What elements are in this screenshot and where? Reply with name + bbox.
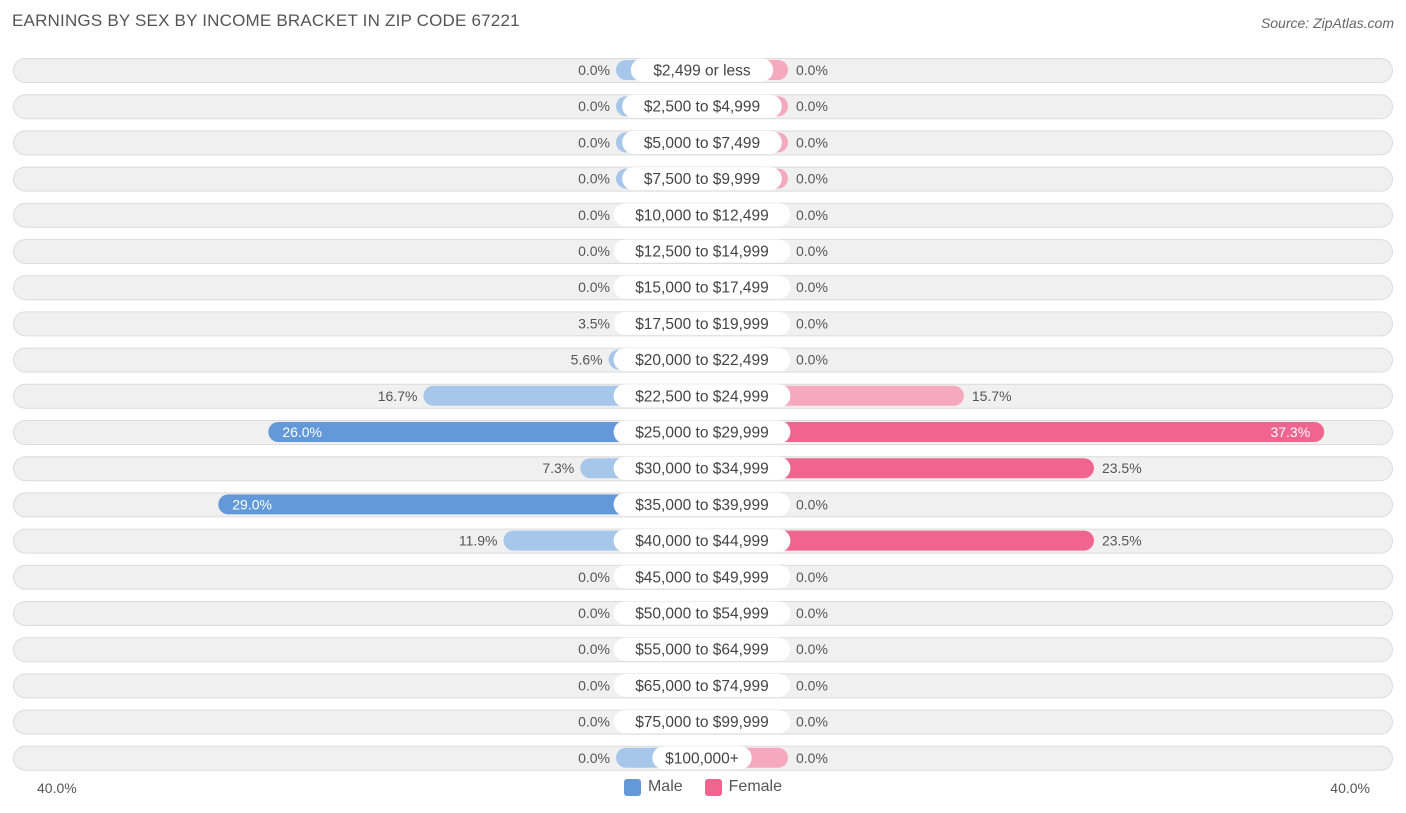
category-label: $7,500 to $9,999: [644, 171, 760, 188]
male-value-label: 0.0%: [578, 207, 610, 223]
male-value-label: 0.0%: [578, 641, 610, 657]
category-label: $10,000 to $12,499: [635, 207, 769, 224]
female-value-label: 0.0%: [796, 714, 828, 730]
category-label: $45,000 to $49,999: [635, 569, 769, 586]
category-label: $35,000 to $39,999: [635, 497, 769, 514]
male-value-label: 5.6%: [571, 352, 603, 368]
category-label: $50,000 to $54,999: [635, 606, 769, 623]
category-label: $2,500 to $4,999: [644, 99, 760, 116]
female-value-label: 15.7%: [972, 388, 1012, 404]
category-pill: [613, 710, 791, 734]
legend-label-female: Female: [728, 778, 783, 795]
category-pill: [613, 637, 791, 661]
category-label: $22,500 to $24,999: [635, 388, 769, 405]
male-bar: [218, 494, 702, 515]
category-label: $30,000 to $34,999: [635, 461, 769, 478]
male-value-label: 16.7%: [378, 388, 418, 404]
male-value-label: 7.3%: [542, 460, 574, 476]
category-pill: [613, 384, 791, 408]
male-value-label: 26.0%: [282, 424, 322, 440]
female-value-label: 0.0%: [796, 279, 828, 295]
male-value-label: 29.0%: [232, 496, 272, 512]
category-pill: [613, 275, 791, 299]
male-value-label: 0.0%: [578, 677, 610, 693]
female-value-label: 0.0%: [796, 315, 828, 331]
female-value-label: 0.0%: [796, 134, 828, 150]
male-value-label: 0.0%: [578, 243, 610, 259]
category-pill: [613, 601, 791, 625]
chart-area: 0.0% 0.0% $2,499 or less 0.0% 0.0% $2,500 to …: [13, 58, 1393, 771]
category-label: $100,000+: [665, 750, 739, 767]
female-value-label: 23.5%: [1102, 460, 1142, 476]
source-credit: Source: ZipAtlas.com: [1260, 15, 1394, 31]
male-value-label: 0.0%: [578, 62, 610, 78]
category-label: $75,000 to $99,999: [635, 714, 769, 731]
axis-left-label: 40.0%: [37, 780, 77, 796]
category-pill: [622, 130, 782, 154]
female-value-label: 0.0%: [796, 171, 828, 187]
female-bar: [702, 458, 1094, 479]
category-pill: [613, 311, 791, 335]
female-value-label: 0.0%: [796, 243, 828, 259]
male-value-label: 0.0%: [578, 750, 610, 766]
male-value-label: 0.0%: [578, 714, 610, 730]
female-value-label: 37.3%: [1270, 424, 1310, 440]
female-bar: [702, 530, 1094, 551]
category-label: $12,500 to $14,999: [635, 244, 769, 261]
male-value-label: 3.5%: [578, 315, 610, 331]
female-value-label: 0.0%: [796, 352, 828, 368]
category-pill: [613, 456, 791, 480]
female-value-label: 0.0%: [796, 496, 828, 512]
legend-item-female: Female: [704, 778, 783, 796]
female-value-label: 0.0%: [796, 98, 828, 114]
male-value-label: 0.0%: [578, 279, 610, 295]
female-value-label: 0.0%: [796, 207, 828, 223]
male-value-label: 0.0%: [578, 605, 610, 621]
male-value-label: 0.0%: [578, 569, 610, 585]
legend-swatch-female: [704, 778, 722, 796]
category-pill: [613, 420, 791, 444]
female-value-label: 0.0%: [796, 62, 828, 78]
female-value-label: 0.0%: [796, 750, 828, 766]
category-pill: [630, 58, 774, 82]
category-label: $25,000 to $29,999: [635, 425, 769, 442]
female-value-label: 0.0%: [796, 569, 828, 585]
category-pill: [613, 239, 791, 263]
category-pill: [613, 348, 791, 372]
category-label: $65,000 to $74,999: [635, 678, 769, 695]
category-label: $5,000 to $7,499: [644, 135, 760, 152]
legend: Male Female: [0, 778, 1406, 796]
chart-title: EARNINGS BY SEX BY INCOME BRACKET IN ZIP…: [12, 11, 520, 30]
category-label: $55,000 to $64,999: [635, 642, 769, 659]
male-value-label: 0.0%: [578, 171, 610, 187]
category-label: $2,499 or less: [653, 63, 751, 80]
axis-right-label: 40.0%: [1330, 780, 1370, 796]
category-label: $17,500 to $19,999: [635, 316, 769, 333]
category-pill: [613, 565, 791, 589]
male-bar: [268, 422, 702, 442]
category-label: $40,000 to $44,999: [635, 533, 769, 550]
female-value-label: 23.5%: [1102, 533, 1142, 549]
male-value-label: 0.0%: [578, 98, 610, 114]
category-label: $20,000 to $22,499: [635, 352, 769, 369]
category-pill: [622, 167, 782, 191]
male-value-label: 0.0%: [578, 134, 610, 150]
category-pill: [613, 203, 791, 227]
category-pill: [613, 492, 791, 516]
female-value-label: 0.0%: [796, 605, 828, 621]
category-label: $15,000 to $17,499: [635, 280, 769, 297]
female-bar: [702, 422, 1325, 442]
category-pill: [652, 746, 752, 770]
category-pill: [622, 94, 782, 118]
legend-swatch-male: [623, 778, 641, 796]
male-value-label: 11.9%: [459, 533, 498, 549]
legend-item-male: Male: [623, 778, 683, 796]
female-value-label: 0.0%: [796, 677, 828, 693]
category-pill: [613, 529, 791, 553]
female-value-label: 0.0%: [796, 641, 828, 657]
category-pill: [613, 673, 791, 697]
legend-label-male: Male: [647, 778, 683, 795]
